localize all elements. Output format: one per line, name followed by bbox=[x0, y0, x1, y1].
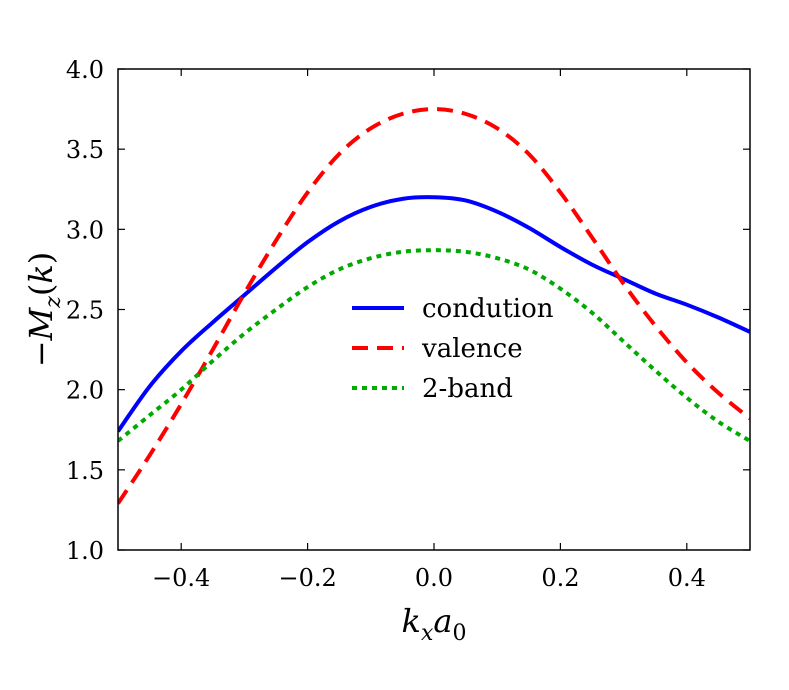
y-label-open-paren: ( bbox=[22, 284, 60, 296]
y-tick-label: 3.5 bbox=[66, 136, 104, 164]
y-tick-label: 4.0 bbox=[66, 56, 104, 84]
y-tick-label: 1.0 bbox=[66, 537, 104, 565]
legend-label: condution bbox=[422, 294, 554, 324]
y-label-k: k bbox=[22, 264, 60, 283]
x-tick-label: 0.0 bbox=[415, 564, 453, 592]
x-label-sub-x: x bbox=[421, 621, 434, 646]
y-axis-label: −Mz(k) bbox=[22, 252, 66, 368]
x-tick-label: −0.2 bbox=[278, 564, 336, 592]
y-tick-label: 2.5 bbox=[66, 297, 104, 325]
y-label-minus: − bbox=[22, 340, 60, 367]
y-label-sub-z: z bbox=[41, 296, 66, 309]
series-line-valence bbox=[118, 107, 750, 505]
x-tick-label: −0.4 bbox=[152, 564, 210, 592]
y-tick-label: 1.5 bbox=[66, 457, 104, 485]
plot-lines bbox=[118, 107, 750, 505]
series-line-condution bbox=[118, 195, 750, 433]
x-label-k: k bbox=[402, 602, 421, 640]
x-axis-label: kxa0 bbox=[402, 602, 467, 646]
legend: condution valence 2-band bbox=[352, 294, 554, 404]
x-label-sub-0: 0 bbox=[452, 621, 466, 646]
y-tick-label: 2.0 bbox=[66, 377, 104, 405]
y-label-close-paren: ) bbox=[22, 252, 60, 264]
legend-label: 2-band bbox=[422, 374, 513, 404]
y-tick-label: 3.0 bbox=[66, 216, 104, 244]
x-tick-label: 0.4 bbox=[668, 564, 706, 592]
x-label-a: a bbox=[433, 602, 452, 640]
legend-label: valence bbox=[421, 334, 523, 364]
y-label-M: M bbox=[22, 306, 60, 341]
x-tick-label: 0.2 bbox=[541, 564, 579, 592]
axis-ticks: −0.4 −0.2 0.0 0.2 0.4 1.0 1.5 2.0 2.5 3.0 3.5 4.0 bbox=[66, 56, 750, 592]
